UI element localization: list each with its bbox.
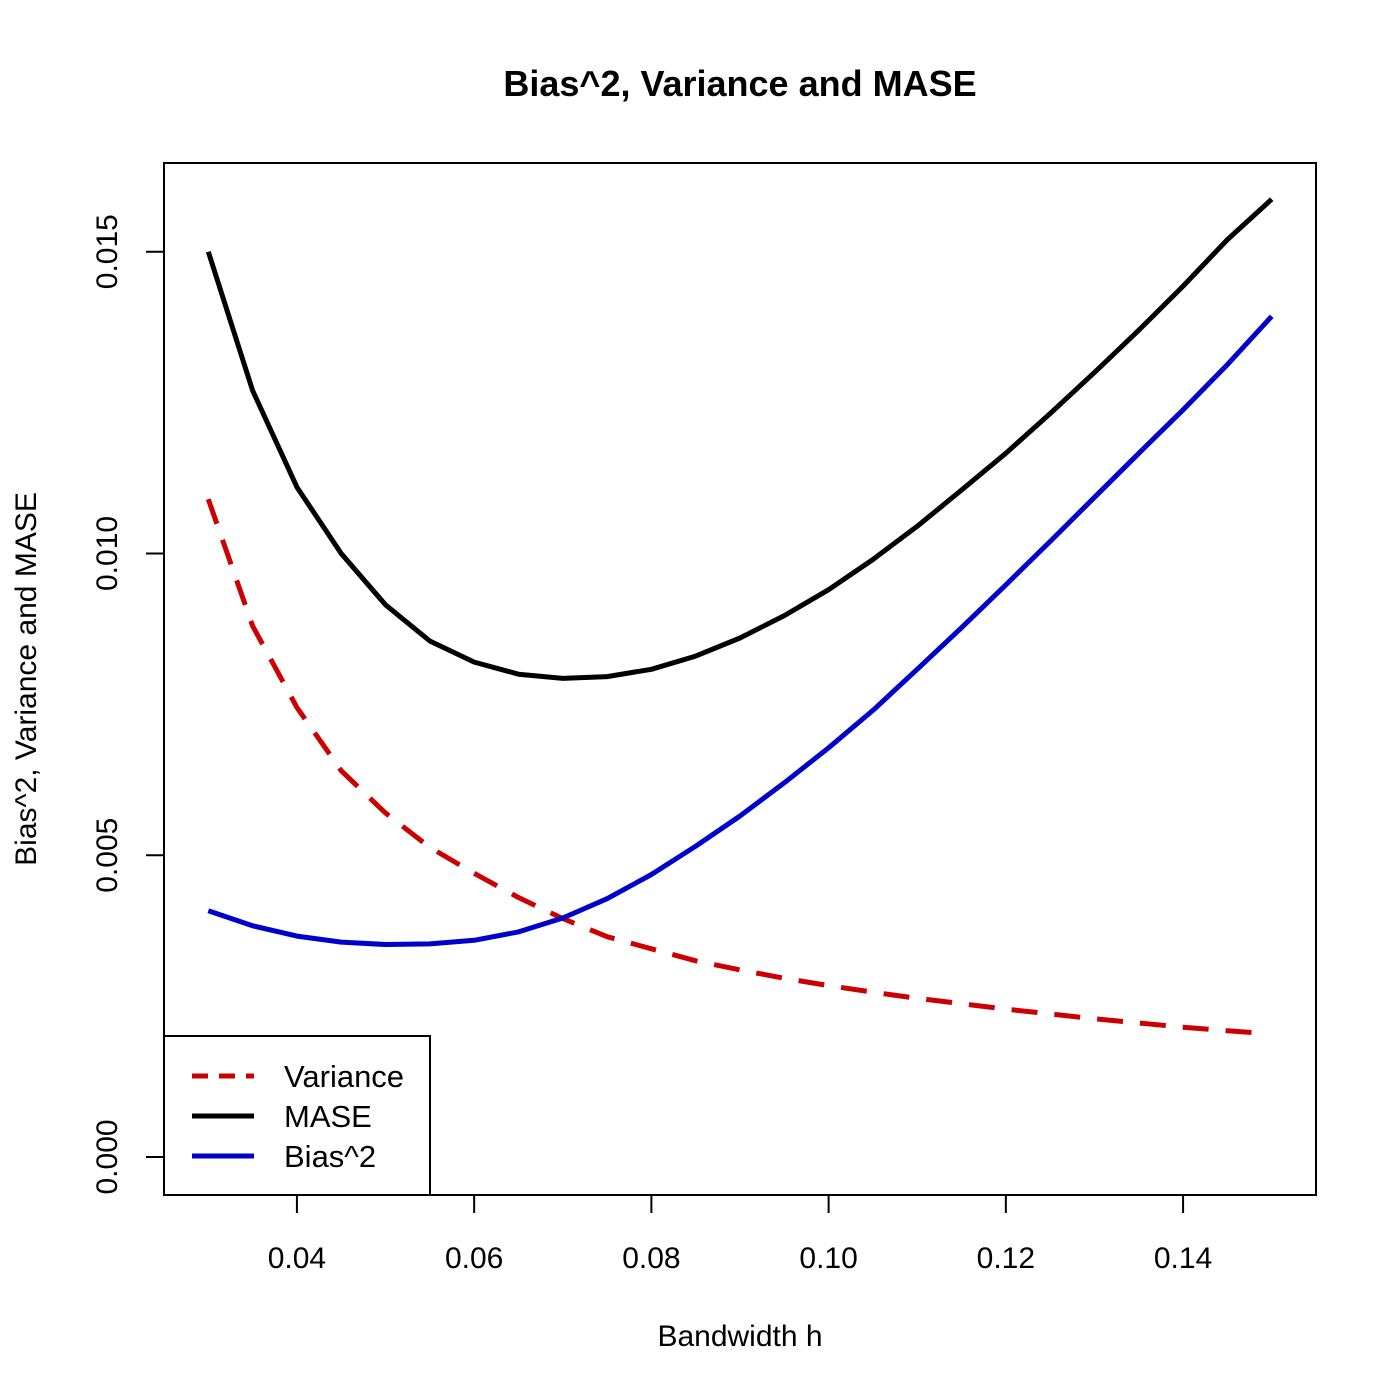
y-axis: 0.000 0.005 0.010 0.015 [91, 214, 165, 1195]
x-tick-label: 0.10 [799, 1242, 857, 1275]
legend-label-variance: Variance [284, 1059, 404, 1094]
x-tick-label: 0.12 [977, 1242, 1035, 1275]
series-line-variance [205, 498, 1255, 1036]
x-tick-label: 0.08 [622, 1242, 680, 1275]
y-tick-label: 0.005 [91, 818, 124, 893]
legend-box [163, 1035, 431, 1196]
x-tick-label: 0.14 [1154, 1242, 1212, 1275]
legend-label-mase: MASE [284, 1099, 372, 1134]
series-line-bias2 [207, 314, 1274, 947]
legend-label-bias2: Bias^2 [284, 1139, 376, 1174]
x-tick-label: 0.06 [445, 1242, 503, 1275]
series-lines [205, 197, 1274, 1036]
y-tick-label: 0.015 [91, 214, 124, 289]
x-axis-label: Bandwidth h [657, 1320, 822, 1353]
y-axis-label: Bias^2, Variance and MASE [10, 492, 43, 866]
x-axis: 0.04 0.06 0.08 0.10 0.12 0.14 [268, 1194, 1212, 1275]
series-line-mase [205, 197, 1274, 681]
y-tick-label: 0.000 [91, 1119, 124, 1194]
y-tick-label: 0.010 [91, 516, 124, 591]
x-tick-label: 0.04 [268, 1242, 326, 1275]
legend: Variance MASE Bias^2 [163, 1035, 431, 1196]
chart-title: Bias^2, Variance and MASE [503, 63, 976, 104]
